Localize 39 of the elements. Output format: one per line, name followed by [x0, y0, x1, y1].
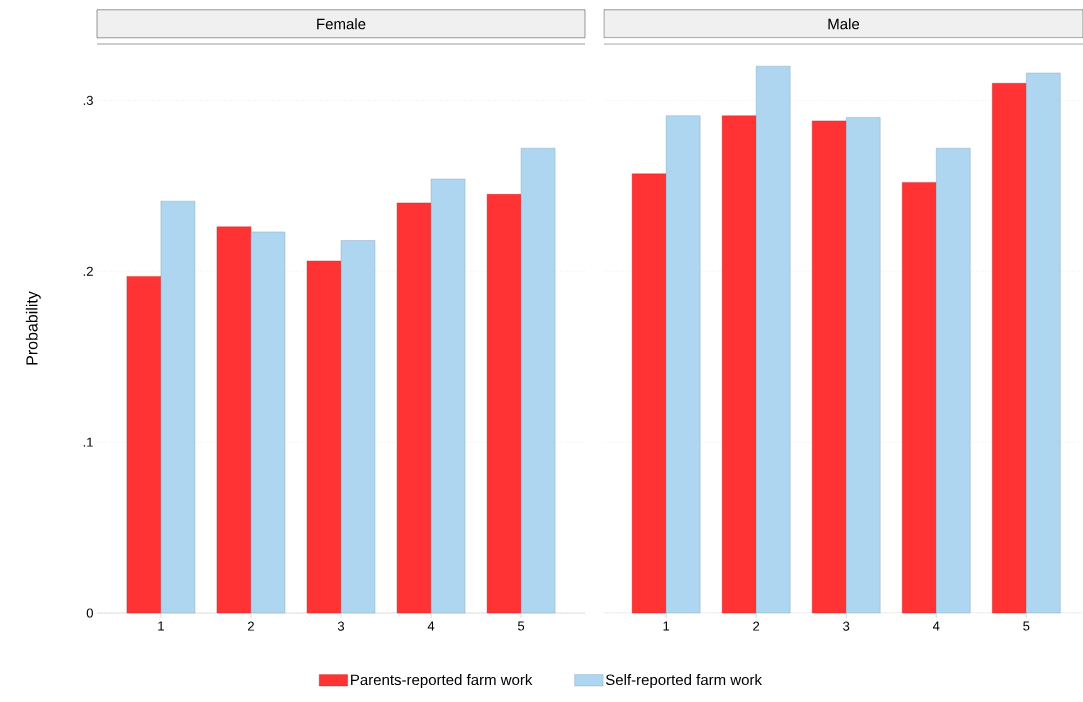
x-tick-label: 5: [517, 621, 525, 631]
bar: [396, 202, 432, 614]
bar: [486, 194, 522, 614]
x-tick-label: 5: [1023, 621, 1030, 631]
x-tick-label: 4: [932, 621, 940, 631]
bar: [846, 117, 881, 614]
bar: [340, 240, 376, 614]
bar: [1026, 72, 1061, 614]
bar: [992, 83, 1027, 614]
bar: [520, 148, 556, 614]
bar: [755, 66, 791, 614]
y-tick-label: .1: [83, 437, 93, 447]
bar: [306, 260, 342, 614]
y-tick-label: 0: [86, 608, 93, 618]
bar: [936, 148, 971, 614]
y-axis-title: Probability: [25, 291, 41, 365]
bar: [216, 226, 252, 614]
bar: [160, 201, 196, 614]
y-tick-label: .3: [83, 95, 93, 105]
x-tick-label: 1: [158, 621, 164, 631]
chart-title: Female: [317, 18, 366, 30]
bar: [631, 173, 667, 614]
bar: [665, 115, 701, 614]
legend-label: Parents-reported farm work: [351, 674, 533, 689]
x-tick-label: 2: [248, 621, 254, 631]
bar: [721, 115, 757, 614]
legend-label: Self-reported farm work: [605, 674, 762, 689]
x-tick-label: 2: [753, 621, 760, 631]
bar: [812, 120, 847, 614]
bar: [902, 182, 937, 614]
y-tick-label: .2: [83, 266, 93, 276]
x-tick-label: 3: [843, 621, 850, 631]
bar: [250, 231, 286, 614]
x-tick-label: 3: [337, 621, 345, 631]
x-tick-label: 4: [427, 621, 435, 631]
bar: [430, 178, 466, 614]
chart-title: Male: [828, 18, 860, 30]
x-tick-label: 1: [663, 621, 670, 631]
bar: [126, 276, 162, 614]
